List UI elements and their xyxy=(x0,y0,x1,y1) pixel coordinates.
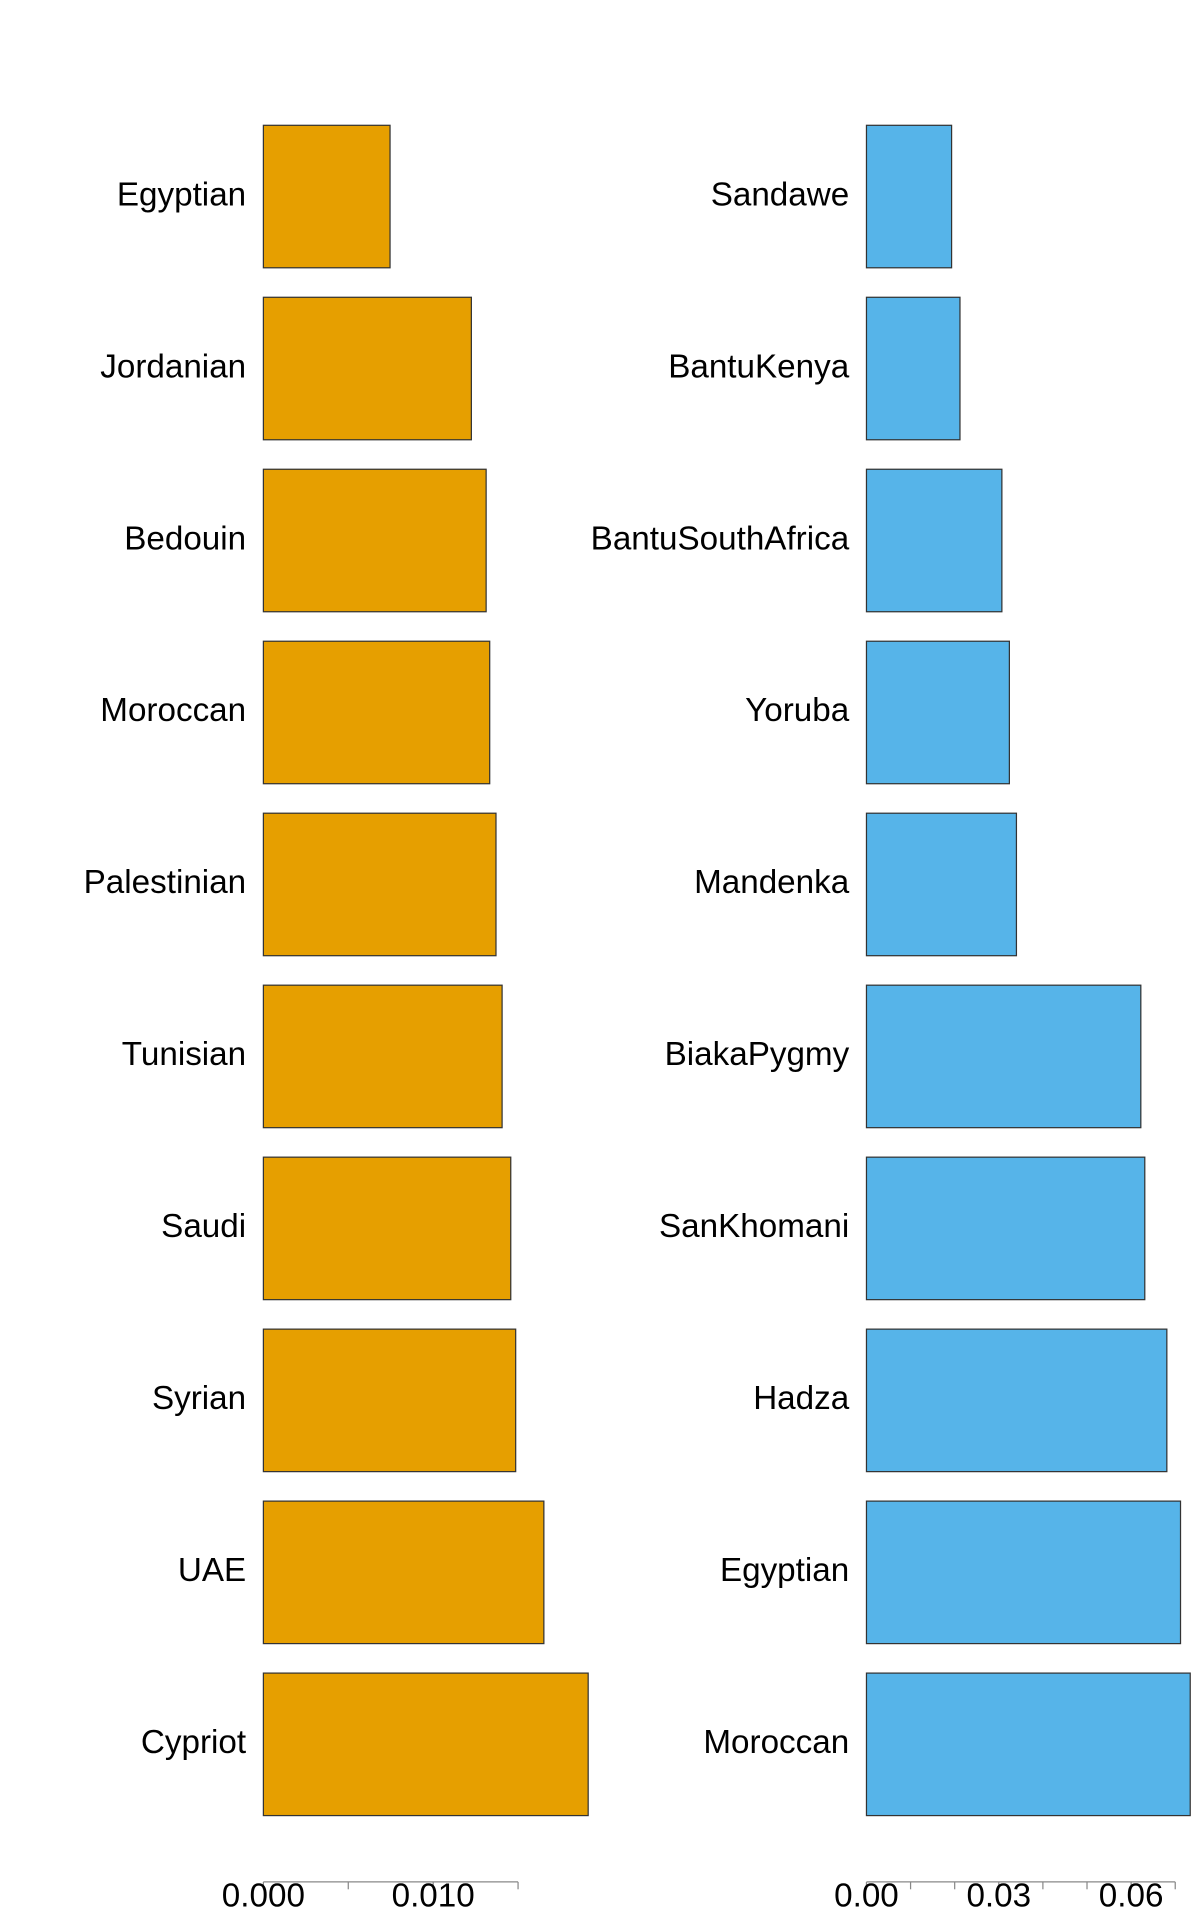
bar xyxy=(262,468,487,613)
category-label: BantuSouthAfrica xyxy=(591,520,850,557)
category-label: Tunisian xyxy=(122,1036,246,1073)
bar xyxy=(865,1328,1168,1473)
bar xyxy=(262,640,491,785)
bar xyxy=(865,124,953,269)
category-label: BantuKenya xyxy=(668,348,850,385)
category-label: Egyptian xyxy=(117,176,246,213)
bar xyxy=(865,468,1003,613)
x-tick-label: 0.00 xyxy=(834,1878,899,1915)
category-label: Bedouin xyxy=(124,520,246,557)
category-label: SanKhomani xyxy=(659,1208,849,1245)
category-label: Egyptian xyxy=(720,1552,849,1589)
category-label: Mandenka xyxy=(694,864,850,901)
bar xyxy=(865,296,961,441)
category-label: Moroccan xyxy=(703,1724,849,1761)
bar xyxy=(865,984,1142,1129)
bar xyxy=(262,296,472,441)
category-label: Jordanian xyxy=(100,348,246,385)
category-label: UAE xyxy=(178,1552,246,1589)
bar xyxy=(262,984,503,1129)
bar xyxy=(865,1500,1182,1645)
bar xyxy=(262,124,391,269)
category-label: Palestinian xyxy=(84,864,247,901)
bar xyxy=(865,640,1010,785)
x-tick-label: 0.010 xyxy=(392,1878,475,1915)
bar xyxy=(865,812,1018,957)
bar xyxy=(865,1156,1146,1301)
bar xyxy=(262,812,497,957)
x-tick-label: 0.03 xyxy=(966,1878,1031,1915)
bar xyxy=(865,1672,1191,1817)
category-label: Saudi xyxy=(161,1208,246,1245)
category-label: Syrian xyxy=(152,1380,246,1417)
category-label: Hadza xyxy=(753,1380,850,1417)
category-label: BiakaPygmy xyxy=(665,1036,850,1073)
x-tick-label: 0.000 xyxy=(222,1878,305,1915)
category-label: Moroccan xyxy=(100,692,246,729)
bar xyxy=(262,1156,512,1301)
bar xyxy=(262,1328,517,1473)
category-label: Sandawe xyxy=(711,176,850,213)
bar xyxy=(262,1672,589,1817)
category-label: Cypriot xyxy=(141,1724,246,1761)
bar xyxy=(262,1500,545,1645)
x-tick-label: 0.06 xyxy=(1099,1878,1164,1915)
category-label: Yoruba xyxy=(745,692,850,729)
